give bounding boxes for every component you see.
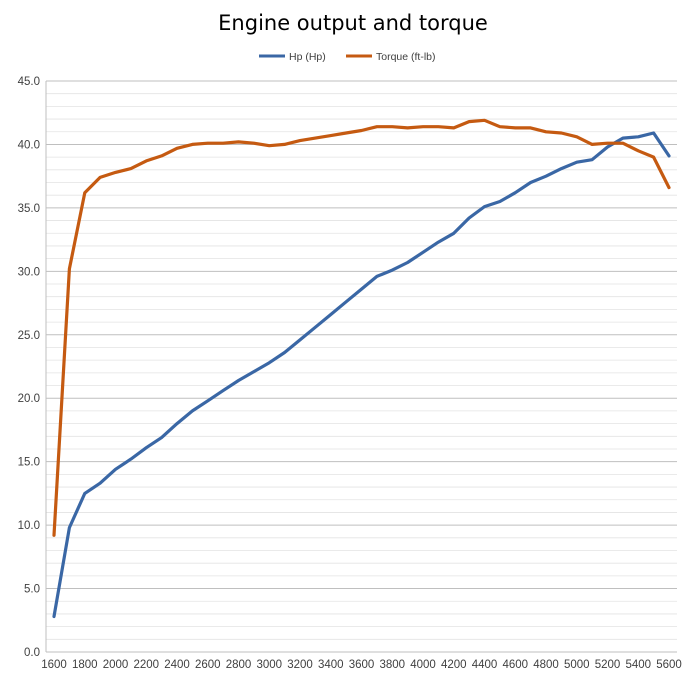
- x-tick-label: 5400: [625, 659, 651, 671]
- x-tick-label: 4000: [410, 659, 436, 671]
- series-lines: [52, 118, 671, 619]
- x-tick-label: 3400: [318, 659, 344, 671]
- x-tick-label: 1600: [41, 659, 67, 671]
- x-tick-label: 2400: [164, 659, 190, 671]
- legend-label: Torque (ft-lb): [376, 51, 436, 63]
- series-line-hp: [52, 131, 671, 619]
- y-tick-label: 35.0: [18, 203, 40, 215]
- x-tick-label: 5600: [656, 659, 682, 671]
- x-tick-label: 3200: [287, 659, 313, 671]
- y-tick-label: 10.0: [18, 520, 40, 532]
- x-tick-label: 5000: [564, 659, 590, 671]
- x-tick-label: 2800: [226, 659, 252, 671]
- axes: [45, 81, 677, 653]
- y-tick-labels: 0.0 5.0 10.0 15.0 20.0 25.0 30.0 35.0 40.0 45.0: [18, 76, 40, 659]
- x-tick-label: 2000: [103, 659, 129, 671]
- y-tick-label: 45.0: [18, 76, 40, 88]
- gridlines: [46, 80, 677, 653]
- x-tick-label: 4600: [502, 659, 528, 671]
- x-tick-label: 3800: [379, 659, 405, 671]
- y-tick-label: 0.0: [24, 647, 40, 659]
- series-line-torque: [52, 118, 671, 537]
- x-tick-label: 1800: [72, 659, 98, 671]
- x-tick-label: 4800: [533, 659, 559, 671]
- y-tick-label: 20.0: [18, 393, 40, 405]
- x-tick-labels: 1600 1800 2000 2200 2400 2600 2800 3000 3200 3400…: [41, 659, 682, 671]
- x-tick-label: 2600: [195, 659, 221, 671]
- y-tick-label: 30.0: [18, 266, 40, 278]
- x-tick-label: 4200: [441, 659, 467, 671]
- x-tick-label: 3000: [256, 659, 282, 671]
- y-tick-label: 25.0: [18, 330, 40, 342]
- y-tick-label: 5.0: [24, 584, 40, 596]
- x-tick-label: 5200: [595, 659, 621, 671]
- legend-label: Hp (Hp): [289, 51, 326, 63]
- legend: Hp (Hp) Torque (ft-lb): [259, 51, 436, 63]
- chart-title: Engine output and torque: [218, 11, 488, 35]
- x-tick-label: 3600: [349, 659, 375, 671]
- y-tick-label: 40.0: [18, 139, 40, 151]
- x-tick-label: 2200: [133, 659, 159, 671]
- x-tick-label: 4400: [472, 659, 498, 671]
- y-tick-label: 15.0: [18, 457, 40, 469]
